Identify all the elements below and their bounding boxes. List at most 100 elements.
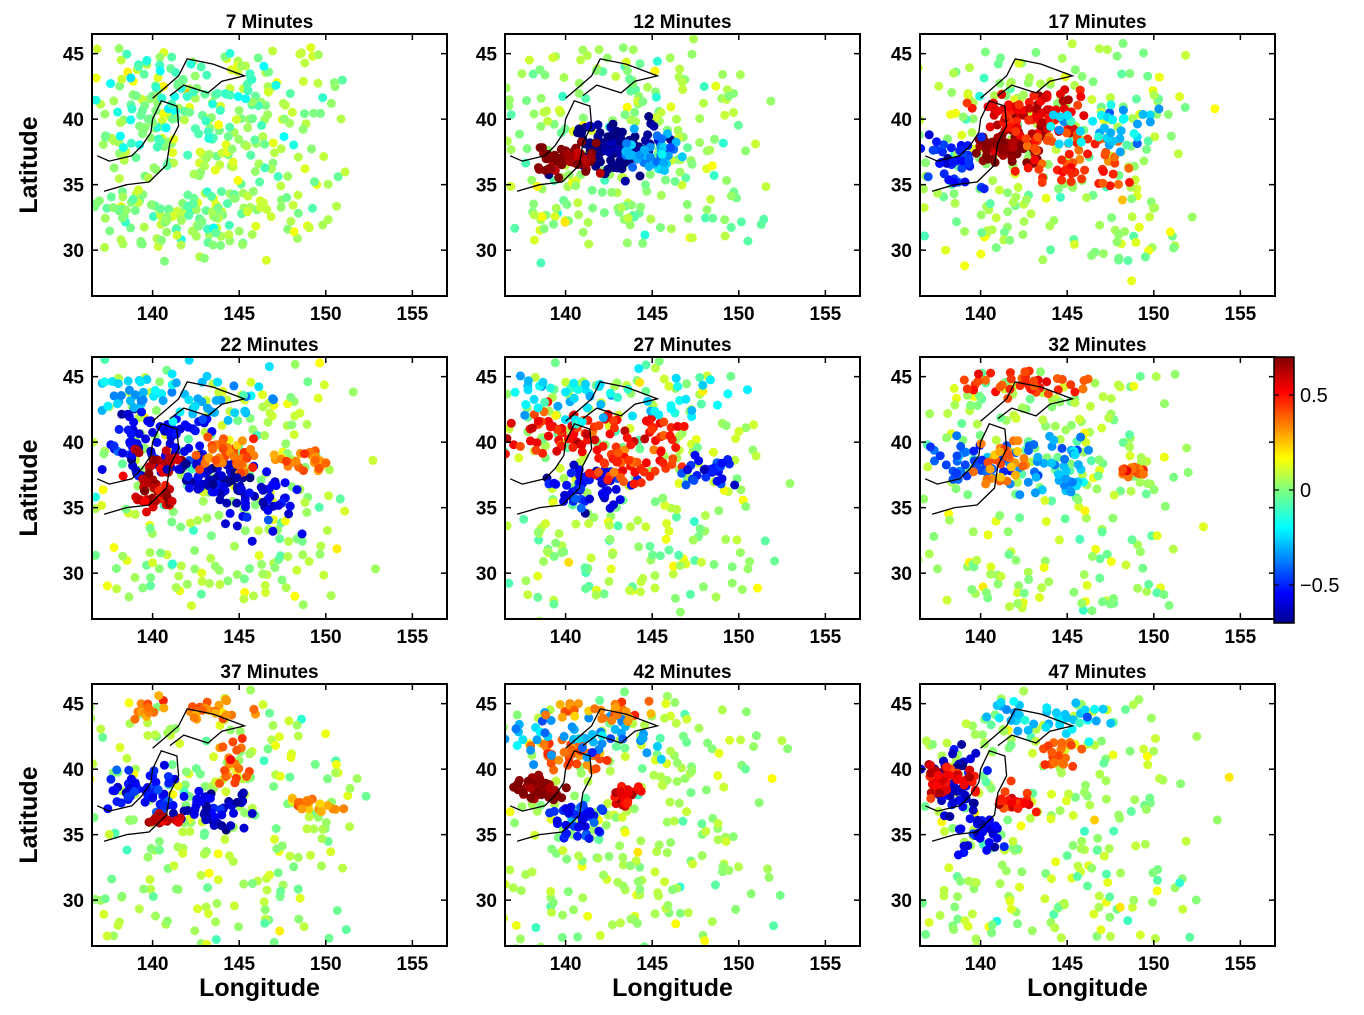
data-point	[197, 568, 207, 578]
data-point	[595, 695, 605, 705]
data-point	[1047, 458, 1056, 468]
data-point	[945, 812, 955, 821]
data-point	[675, 908, 685, 918]
data-point	[946, 143, 956, 153]
data-point	[145, 875, 155, 885]
coastline	[509, 750, 593, 842]
data-point	[685, 589, 695, 599]
data-point	[138, 129, 147, 139]
data-point	[1080, 787, 1089, 797]
data-point	[597, 187, 607, 197]
data-point	[505, 434, 512, 444]
data-point	[620, 827, 630, 837]
data-point	[695, 114, 705, 124]
data-point	[289, 140, 299, 150]
data-point	[263, 744, 273, 754]
data-point	[981, 588, 991, 597]
data-point	[1041, 517, 1051, 526]
data-point	[123, 409, 133, 419]
data-point	[689, 475, 699, 485]
data-point	[1142, 587, 1152, 596]
data-point	[282, 193, 292, 202]
data-point	[741, 764, 750, 774]
data-point	[724, 865, 734, 875]
data-point	[515, 371, 525, 381]
data-point	[98, 485, 108, 495]
data-point	[191, 450, 201, 460]
data-point	[190, 71, 200, 81]
data-point	[600, 490, 610, 500]
tec-points	[50, 357, 380, 611]
data-point	[710, 134, 719, 144]
data-point	[618, 43, 628, 53]
data-point	[570, 711, 580, 721]
data-point	[966, 400, 975, 410]
data-point	[608, 119, 618, 129]
data-point	[898, 402, 907, 411]
data-point	[745, 557, 754, 567]
data-point	[942, 595, 952, 605]
data-point	[1131, 94, 1141, 104]
data-point	[316, 541, 326, 551]
x-tick-label: 155	[1225, 304, 1257, 325]
data-point	[248, 186, 258, 196]
data-point	[1101, 776, 1111, 786]
data-point	[709, 560, 719, 569]
data-point	[1121, 705, 1130, 714]
data-point	[1037, 118, 1047, 128]
data-point	[276, 181, 286, 191]
data-point	[318, 220, 328, 230]
data-point	[683, 908, 693, 918]
data-point	[92, 73, 101, 83]
data-point	[1085, 800, 1095, 810]
data-point	[736, 735, 746, 745]
data-point	[50, 514, 59, 523]
data-point	[1068, 840, 1078, 850]
data-point	[1026, 209, 1036, 219]
data-point	[1192, 731, 1202, 741]
data-point	[510, 387, 520, 397]
data-point	[618, 860, 628, 870]
data-point	[136, 377, 146, 387]
data-point	[659, 158, 669, 168]
data-point	[114, 174, 124, 184]
data-point	[505, 101, 514, 111]
data-point	[112, 584, 122, 594]
data-point	[167, 369, 177, 379]
data-point	[223, 132, 233, 141]
plot-frame	[504, 683, 861, 947]
data-point	[276, 202, 286, 212]
data-point	[561, 820, 571, 830]
data-point	[697, 819, 707, 829]
data-point	[1046, 121, 1056, 131]
data-point	[189, 87, 198, 97]
data-point	[1070, 792, 1080, 802]
data-point	[131, 153, 141, 163]
y-tick-label: 35	[476, 176, 498, 197]
data-point	[550, 212, 560, 221]
data-point	[939, 140, 949, 150]
data-point	[719, 782, 729, 792]
data-point	[618, 852, 628, 862]
data-point	[1150, 934, 1160, 943]
data-point	[1165, 227, 1175, 237]
data-point	[721, 534, 731, 544]
data-point	[574, 210, 584, 220]
data-point	[551, 538, 561, 548]
data-point	[189, 169, 199, 179]
data-point	[134, 185, 144, 195]
data-point	[165, 453, 174, 463]
data-point	[635, 171, 645, 181]
data-point	[568, 442, 578, 452]
data-point	[126, 115, 136, 125]
data-point	[1097, 423, 1107, 433]
data-point	[934, 788, 944, 798]
data-point	[516, 886, 526, 896]
data-point	[982, 712, 992, 722]
data-point	[116, 391, 126, 400]
data-point	[722, 176, 732, 185]
data-point	[184, 483, 194, 493]
plot-frame	[504, 356, 861, 620]
data-point	[227, 144, 237, 154]
